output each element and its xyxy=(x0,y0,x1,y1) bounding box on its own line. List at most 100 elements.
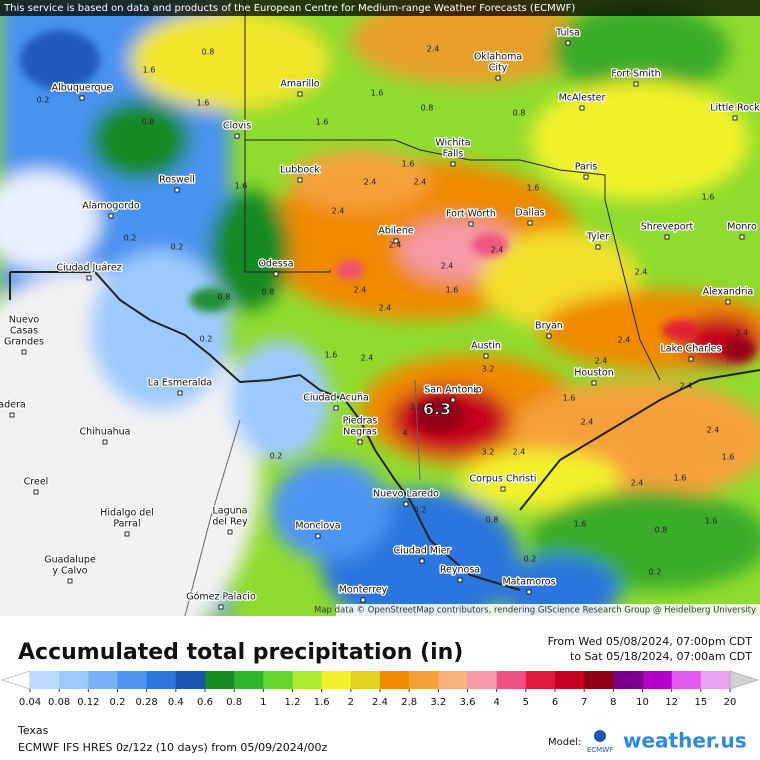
city-label: Casas xyxy=(10,326,38,337)
colorbar-label: 1.2 xyxy=(285,697,301,708)
city-marker xyxy=(527,220,533,226)
contour-label: 1.6 xyxy=(574,520,587,529)
contour-label: 2.4 xyxy=(379,304,392,313)
city-label: Chihuahua xyxy=(79,427,130,438)
city-label: Paris xyxy=(575,162,598,173)
contour-label: 2.4 xyxy=(680,382,693,391)
contour-label: 2.4 xyxy=(595,357,608,366)
contour-label: 0.8 xyxy=(513,109,526,118)
contour-label: 2.4 xyxy=(618,336,631,345)
colorbar-bin xyxy=(380,671,410,689)
contour-label: 2.4 xyxy=(427,45,440,54)
city-label: Monro xyxy=(727,222,757,233)
city-marker xyxy=(297,91,303,97)
colorbar-label: 0.8 xyxy=(226,697,242,708)
colorbar-bin xyxy=(671,671,702,689)
contour-label: 0.2 xyxy=(524,555,537,564)
colorbar-bin xyxy=(438,671,468,689)
colorbar-label: 20 xyxy=(724,697,737,708)
city-label: Albuquerque xyxy=(52,83,113,94)
contour-label: 1.6 xyxy=(722,453,735,462)
city-marker xyxy=(218,604,224,610)
colorbar-bin xyxy=(642,671,673,689)
city-marker xyxy=(67,578,73,584)
city-marker xyxy=(21,349,27,355)
city-label: Alamogordo xyxy=(82,201,140,212)
colorbar-label: 1 xyxy=(260,697,266,708)
city-label: Creel xyxy=(24,477,49,488)
city-marker xyxy=(86,275,92,281)
city-label: Guadalupe xyxy=(44,555,96,566)
contour-label: 1.6 xyxy=(235,182,248,191)
ecmwf-logo: ECMWF xyxy=(587,746,613,754)
colorbar-label: 3.6 xyxy=(460,697,476,708)
city-label: Alexandria xyxy=(703,287,754,298)
city-label: Fort Smith xyxy=(611,69,660,80)
city-label: Tulsa xyxy=(555,28,580,39)
city-marker xyxy=(33,489,39,495)
contour-label: 0.8 xyxy=(142,118,155,127)
contour-label: 2.4 xyxy=(707,426,720,435)
city-marker xyxy=(393,238,399,244)
city-marker xyxy=(234,133,240,139)
contour-label: 0.2 xyxy=(649,568,662,577)
contour-label: 1.6 xyxy=(702,193,715,202)
city-marker xyxy=(688,356,694,362)
contour-label: 0.8 xyxy=(262,288,275,297)
colorbar-label: 2.4 xyxy=(372,697,388,708)
contour-label: 2.4 xyxy=(631,479,644,488)
city-marker xyxy=(583,174,589,180)
colorbar-bin xyxy=(350,671,381,689)
contour-label: 2.4 xyxy=(581,418,594,427)
borders xyxy=(9,0,760,616)
period-to: to Sat 05/18/2024, 07:00am CDT xyxy=(570,650,752,663)
colorbar-label: 0.2 xyxy=(110,697,126,708)
city-label: Clovis xyxy=(223,121,251,132)
contour-label: 0.8 xyxy=(655,526,668,535)
city-label: Matamoros xyxy=(502,577,555,588)
colorbar-bin xyxy=(525,671,556,689)
contour-label: 1.6 xyxy=(527,184,540,193)
city-marker xyxy=(450,161,456,167)
model-info: ECMWF IFS HRES 0z/12z (10 days) from 05/… xyxy=(18,741,328,754)
city-marker xyxy=(360,597,366,603)
contour-label: 0.2 xyxy=(200,335,213,344)
colorbar-bin xyxy=(117,671,148,689)
city-label: Negras xyxy=(343,427,377,438)
banner: This service is based on data and produc… xyxy=(3,3,575,14)
city-marker xyxy=(403,501,409,507)
colorbar-bin xyxy=(700,671,731,689)
brand[interactable]: weather.us xyxy=(623,729,747,753)
city-label: Hidalgo del xyxy=(100,508,154,519)
city-marker xyxy=(297,177,303,183)
ecmwf-icon xyxy=(594,730,606,742)
contour-label: 0.8 xyxy=(202,48,215,57)
city-label: Amarillo xyxy=(280,79,319,90)
colorbar-bin xyxy=(496,671,527,689)
city-label: Houston xyxy=(574,368,613,379)
city-marker xyxy=(664,234,670,240)
map: This service is based on data and produc… xyxy=(0,0,760,616)
contour-label: 0.2 xyxy=(171,243,184,252)
city-marker xyxy=(273,271,279,277)
contour-label: 3.2 xyxy=(482,448,495,457)
contour-label: 1.6 xyxy=(402,160,415,169)
contour-label: 0.8 xyxy=(486,516,499,525)
city-label: Monterrey xyxy=(339,585,388,596)
contour-label: 0.8 xyxy=(218,293,231,302)
model-label: Model: xyxy=(548,737,581,748)
contour-label: 2.4 xyxy=(354,286,367,295)
city-marker xyxy=(450,397,456,403)
city-marker xyxy=(177,390,183,396)
city-label: Grandes xyxy=(4,337,44,348)
city-marker xyxy=(357,439,363,445)
colorbar-bin xyxy=(205,671,235,689)
contour-label: 0.2 xyxy=(414,506,427,515)
contour-label: 2.4 xyxy=(389,241,402,250)
city-label: Parral xyxy=(113,519,140,530)
contour-label: 1.6 xyxy=(705,517,718,526)
city-marker xyxy=(315,533,321,539)
city-marker xyxy=(633,81,639,87)
contour-label: 2.4 xyxy=(635,268,648,277)
